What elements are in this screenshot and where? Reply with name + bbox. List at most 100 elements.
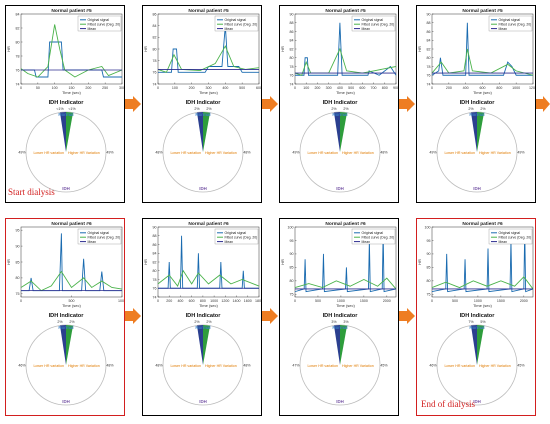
y-tick-label: 74 <box>427 82 431 86</box>
x-tick-label: 1000 <box>337 299 345 303</box>
indicator-left-value: 46% <box>18 364 26 368</box>
indicator-normal-label: Normal <box>332 112 347 117</box>
indicator-top-left-value: 2% <box>57 320 63 324</box>
legend-label-original: Original signal <box>88 231 110 235</box>
y-tick-label: 86 <box>290 30 294 34</box>
indicator-idh-label: IDH <box>336 399 344 404</box>
arrow-right-icon <box>262 96 278 112</box>
legend-label-mean: Mean <box>362 27 371 31</box>
indicator-left-value: 48% <box>155 364 163 368</box>
indicator-normal-label: Normal <box>58 112 73 117</box>
x-tick-label: 2000 <box>520 299 528 303</box>
legend-label-fitted: Fitted curve (Deg. 20) <box>225 235 258 239</box>
y-axis-label: HR <box>143 46 148 52</box>
y-tick-label: 90 <box>290 12 294 16</box>
y-tick-label: 90 <box>153 225 157 229</box>
x-tick-label: 200 <box>314 86 320 90</box>
y-axis-label: HR <box>6 259 11 265</box>
indicator-higher-label: Higher HR Variation <box>479 364 511 368</box>
y-tick-label: 78 <box>153 59 157 63</box>
series-fitted-curve <box>20 270 123 292</box>
y-tick-label: 78 <box>290 65 294 69</box>
patient-panel: Normal patient #5 0 50 100 150 200 250 300 74 76 7… <box>5 5 125 203</box>
patient-chart-svg: Normal patient #6 0 500 1000 1500 2000 75 80 85 9… <box>417 221 534 406</box>
indicator-title: IDH Indicator <box>460 313 496 319</box>
indicator-slice-higher <box>66 112 73 152</box>
x-tick-label: 400 <box>337 86 343 90</box>
indicator-slice-lower <box>197 325 203 365</box>
y-tick-label: 75 <box>427 293 431 297</box>
indicator-slice-higher <box>340 112 347 152</box>
indicator-top-right-value: 2% <box>206 320 212 324</box>
y-tick-label: 74 <box>290 82 294 86</box>
legend-label-mean: Mean <box>499 240 508 244</box>
legend-label-fitted: Fitted curve (Deg. 20) <box>88 22 121 26</box>
patient-panel: Normal patient #5 0 200 400 600 800 1000 1200 74… <box>416 5 536 203</box>
x-axis-label: Time (sec) <box>336 303 355 308</box>
legend-label-original: Original signal <box>225 18 247 22</box>
x-tick-label: 500 <box>239 86 245 90</box>
indicator-right-value: 48% <box>106 364 114 368</box>
legend <box>214 15 259 32</box>
arrow-right-icon <box>262 308 278 324</box>
indicator-higher-label: Higher HR Variation <box>68 364 100 368</box>
x-tick-label: 600 <box>480 86 486 90</box>
patient-chart-svg: Normal patient #5 0 100 200 300 400 500 600 700 8… <box>280 8 398 193</box>
indicator-title: IDH Indicator <box>49 100 85 106</box>
indicator-slice-higher <box>66 325 73 365</box>
x-tick-label: 800 <box>382 86 388 90</box>
end-dialysis-note: End of dialysis <box>421 399 475 409</box>
x-tick-label: 1600 <box>244 299 252 303</box>
series-original-signal <box>21 41 122 78</box>
y-tick-label: 82 <box>153 260 157 264</box>
legend-label-fitted: Fitted curve (Deg. 20) <box>225 22 258 26</box>
y-tick-label: 78 <box>427 65 431 69</box>
indicator-top-left-value: 3% <box>331 320 337 324</box>
y-tick-label: 80 <box>427 56 431 60</box>
indicator-left-value: 48% <box>155 151 163 155</box>
patient-panel: Normal patient #6 0 500 1000 75 80 85 90 95 Time … <box>5 218 125 416</box>
series-original-signal <box>158 235 259 289</box>
x-tick-label: 50 <box>36 86 40 90</box>
x-tick-label: 0 <box>431 86 433 90</box>
indicator-left-value: 47% <box>292 364 300 368</box>
indicator-top-right-value: 2% <box>343 107 349 111</box>
legend <box>77 15 122 32</box>
indicator-right-value: 45% <box>517 364 525 368</box>
y-tick-label: 84 <box>153 252 157 256</box>
x-tick-label: 1000 <box>118 299 125 303</box>
indicator-title: IDH Indicator <box>323 313 359 319</box>
y-tick-label: 85 <box>427 266 431 270</box>
series-original-signal <box>431 229 534 293</box>
indicator-lower-label: Lower HR variation <box>307 151 338 155</box>
x-axis-label: Time (sec) <box>62 303 81 308</box>
y-axis-label: HR <box>417 46 422 52</box>
legend <box>77 228 122 245</box>
y-tick-label: 88 <box>153 234 157 238</box>
y-tick-label: 82 <box>427 47 431 51</box>
legend-label-original: Original signal <box>88 18 110 22</box>
indicator-idh-label: IDH <box>199 186 207 191</box>
y-tick-label: 84 <box>16 12 20 16</box>
indicator-top-right-value: 3% <box>343 320 349 324</box>
indicator-top-left-value: 2% <box>331 107 337 111</box>
x-tick-label: 600 <box>359 86 365 90</box>
x-tick-label: 1200 <box>529 86 536 90</box>
y-tick-label: 100 <box>425 225 431 229</box>
x-axis-label: Time (sec) <box>336 90 355 95</box>
indicator-left-value: 46% <box>429 364 437 368</box>
patient-chart-svg: Normal patient #5 0 100 200 300 400 500 600 74 76… <box>143 8 261 193</box>
indicator-higher-label: Higher HR Variation <box>205 364 237 368</box>
x-axis-label: Time (sec) <box>199 90 218 95</box>
x-tick-label: 200 <box>446 86 452 90</box>
indicator-top-right-value: 2% <box>206 107 212 111</box>
indicator-slice-higher <box>203 325 210 365</box>
legend-label-original: Original signal <box>362 18 384 22</box>
indicator-idh-label: IDH <box>473 186 481 191</box>
x-tick-label: 100 <box>52 86 58 90</box>
chart-title: Normal patient #6 <box>462 221 503 227</box>
y-tick-label: 84 <box>290 39 294 43</box>
patient-panel: Normal patient #6 0 500 1000 1500 2000 75 80 85 9… <box>416 218 536 416</box>
y-tick-label: 76 <box>290 74 294 78</box>
y-tick-label: 90 <box>16 244 20 248</box>
